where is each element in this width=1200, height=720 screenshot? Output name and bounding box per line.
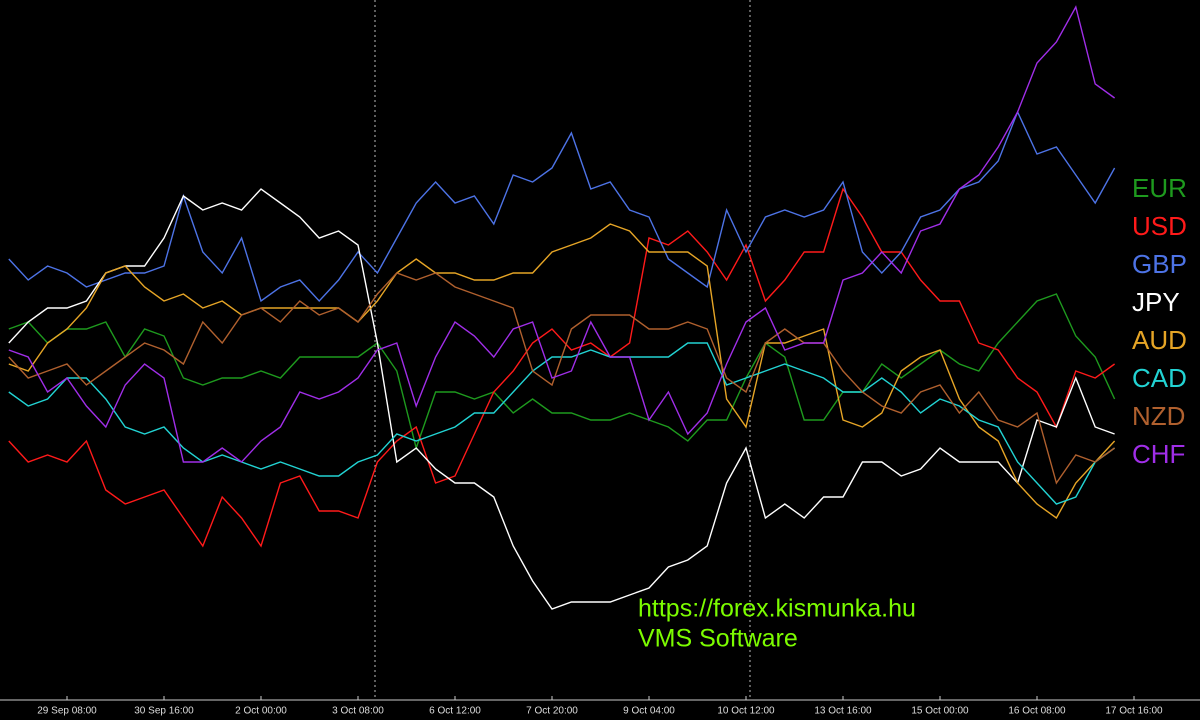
legend-entry: NZD [1132, 401, 1185, 431]
x-tick-label: 13 Oct 16:00 [814, 706, 872, 717]
series-line [8, 272, 1116, 485]
annotation: VMS Software [638, 625, 798, 653]
legend-entry: GBP [1132, 249, 1187, 279]
series-line [8, 293, 1116, 451]
legend-entry: USD [1132, 211, 1187, 241]
legend-entry: AUD [1132, 325, 1187, 355]
series-line [8, 110, 1116, 303]
x-tick-label: 29 Sep 08:00 [37, 706, 97, 717]
series-line [8, 5, 1116, 463]
x-tick-label: 3 Oct 08:00 [332, 706, 384, 717]
series-line [8, 188, 1115, 610]
series-line [8, 223, 1116, 520]
legend-entry: EUR [1132, 173, 1187, 203]
x-tick-label: 15 Oct 00:00 [911, 706, 969, 717]
x-tick-label: 6 Oct 12:00 [429, 706, 481, 717]
x-tick-label: 7 Oct 20:00 [526, 706, 578, 717]
annotation: https://forex.kismunka.hu [638, 595, 916, 623]
legend-entry: CHF [1132, 439, 1185, 469]
x-tick-label: 2 Oct 00:00 [235, 706, 287, 717]
x-tick-label: 16 Oct 08:00 [1008, 706, 1066, 717]
series-line [8, 187, 1116, 548]
x-tick-label: 9 Oct 04:00 [623, 706, 675, 717]
legend-entry: CAD [1132, 363, 1187, 393]
x-tick-label: 30 Sep 16:00 [134, 706, 194, 717]
x-tick-label: 10 Oct 12:00 [717, 706, 775, 717]
legend-entry: JPY [1132, 287, 1180, 317]
x-tick-label: 17 Oct 16:00 [1105, 706, 1163, 717]
